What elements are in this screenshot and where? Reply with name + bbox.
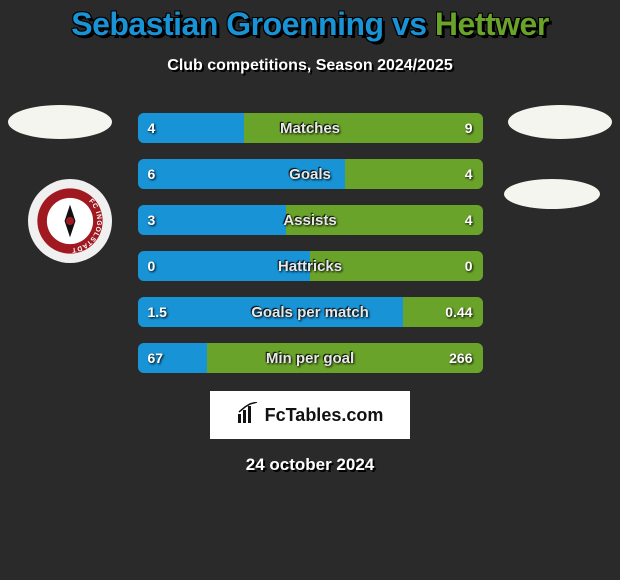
bar-label: Matches bbox=[138, 113, 483, 143]
subtitle: Club competitions, Season 2024/2025 bbox=[0, 57, 620, 75]
stat-row: 34Assists bbox=[138, 205, 483, 235]
oval-logo-icon bbox=[8, 105, 112, 139]
team-logo-right-2 bbox=[504, 179, 600, 209]
brand-footer: FcTables.com bbox=[210, 391, 410, 439]
stat-row: 00Hattricks bbox=[138, 251, 483, 281]
stat-row: 1.50.44Goals per match bbox=[138, 297, 483, 327]
brand-text: FcTables.com bbox=[265, 405, 384, 426]
date-text: 24 october 2024 bbox=[0, 455, 620, 475]
comparison-area: FC INGOLSTADT 49Matches 64Goals 34Assists 0… bbox=[0, 113, 620, 475]
bar-label: Goals per match bbox=[138, 297, 483, 327]
stat-row: 49Matches bbox=[138, 113, 483, 143]
page-title: Sebastian Groenning vs Hettwer bbox=[0, 0, 620, 43]
stat-row: 64Goals bbox=[138, 159, 483, 189]
title-vs: vs bbox=[384, 6, 435, 42]
stat-bars: 49Matches 64Goals 34Assists 00Hattricks 1.50… bbox=[138, 113, 483, 373]
oval-logo-icon bbox=[504, 179, 600, 209]
stat-row: 67266Min per goal bbox=[138, 343, 483, 373]
chart-icon bbox=[237, 402, 259, 429]
title-right: Hettwer bbox=[435, 6, 549, 42]
bar-label: Min per goal bbox=[138, 343, 483, 373]
club-badge-icon: FC INGOLSTADT bbox=[28, 179, 112, 263]
bar-label: Hattricks bbox=[138, 251, 483, 281]
bar-label: Goals bbox=[138, 159, 483, 189]
bar-label: Assists bbox=[138, 205, 483, 235]
team-logo-left-1 bbox=[8, 105, 112, 139]
title-left: Sebastian Groenning bbox=[71, 6, 383, 42]
team-logo-left-2: FC INGOLSTADT bbox=[28, 179, 112, 263]
team-logo-right-1 bbox=[508, 105, 612, 139]
oval-logo-icon bbox=[508, 105, 612, 139]
